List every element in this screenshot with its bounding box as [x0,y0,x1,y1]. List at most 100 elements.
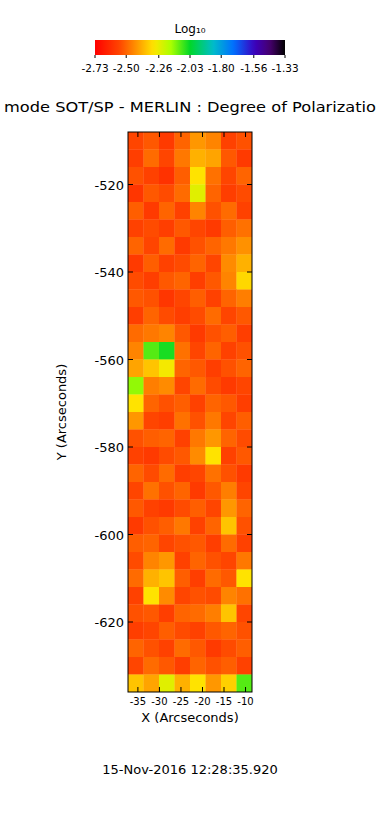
cell [190,465,206,483]
colorbar-tick-label: -2.73 [81,62,108,74]
cell [175,657,191,675]
cell [144,535,160,553]
cell [175,395,191,413]
plot-frame [128,132,252,692]
cell [206,202,222,220]
cell [221,272,237,290]
cell [144,430,160,448]
x-tick [224,132,225,137]
cell [237,395,253,413]
cell [175,307,191,325]
cell [159,412,175,430]
cell [237,552,253,570]
cell [206,220,222,238]
cell [128,167,144,185]
cell [159,552,175,570]
cell [206,535,222,553]
colorbar-tick-label: -1.33 [271,62,298,74]
cell [128,255,144,273]
colorbar-tick [126,55,127,58]
colorbar-tick-label: -1.80 [208,62,235,74]
cell [221,535,237,553]
cell [221,570,237,588]
cell [175,360,191,378]
cell [175,587,191,605]
cell [159,570,175,588]
cell [237,377,253,395]
cell [144,622,160,640]
cell [175,412,191,430]
cell [237,605,253,623]
cell [128,360,144,378]
cell [221,185,237,203]
cell [190,535,206,553]
cell [144,202,160,220]
cell [175,535,191,553]
cell [190,500,206,518]
x-tick [245,687,246,692]
cell [206,395,222,413]
cell [159,290,175,308]
cell [175,570,191,588]
cell [144,255,160,273]
y-tick [247,272,252,273]
cell [221,517,237,535]
cell [190,342,206,360]
cell [175,552,191,570]
y-tick [247,534,252,535]
cell [190,290,206,308]
cells [128,132,252,692]
cell [237,622,253,640]
cell [128,290,144,308]
cell [206,272,222,290]
x-tick [159,132,160,137]
cell [206,430,222,448]
cell [144,360,160,378]
x-tick-label: -25 [173,696,189,707]
cell [159,395,175,413]
cell [159,517,175,535]
cell [206,150,222,168]
cell [206,657,222,675]
y-tick-label: -580 [94,440,124,455]
cell [128,220,144,238]
cell [237,290,253,308]
cell [221,640,237,658]
cell [190,255,206,273]
cell [221,482,237,500]
cell [190,202,206,220]
x-tick-label: -15 [216,696,232,707]
cell [221,605,237,623]
cell [237,307,253,325]
cell [190,377,206,395]
x-tick [137,132,138,137]
cell [221,237,237,255]
y-tick [128,447,133,448]
cell [237,500,253,518]
cell [159,150,175,168]
cell [206,447,222,465]
cell [237,185,253,203]
cell [237,570,253,588]
cell [175,167,191,185]
cell [159,307,175,325]
cell [206,622,222,640]
cell [206,570,222,588]
cell [128,430,144,448]
cell [237,675,253,693]
cell [175,132,191,150]
x-tick [180,132,181,137]
cell [144,605,160,623]
cell [206,377,222,395]
cell [144,412,160,430]
cell [190,272,206,290]
cell [206,342,222,360]
cell [175,605,191,623]
y-tick-label: -620 [94,615,124,630]
cell [144,675,160,693]
cell [175,185,191,203]
colorbar-tick [158,55,159,58]
cell [237,535,253,553]
cell [206,360,222,378]
cell [206,290,222,308]
